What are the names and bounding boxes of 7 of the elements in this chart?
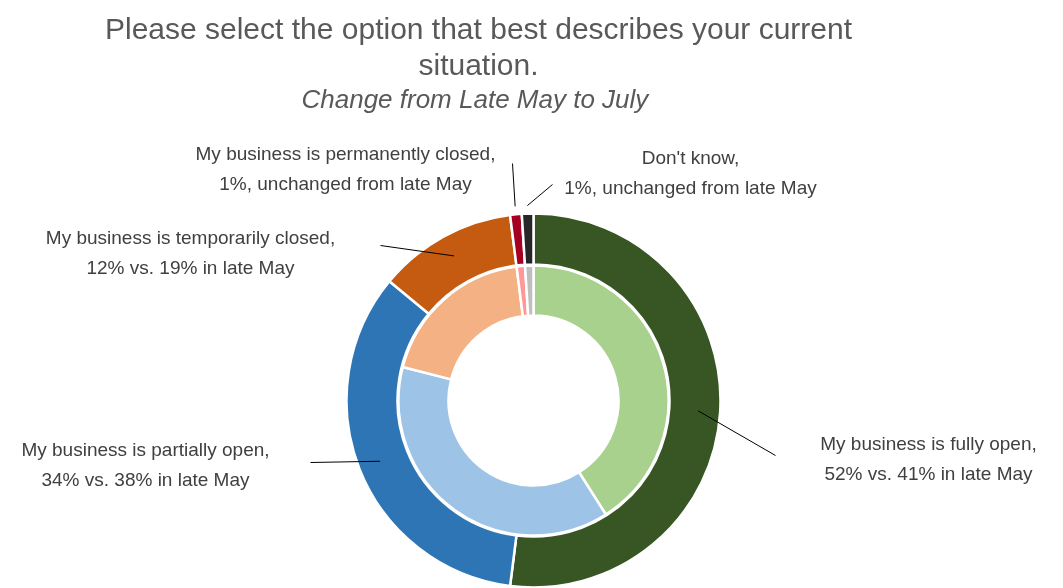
chart-title: Please select the option that best describes your current situation. <box>104 12 853 81</box>
slice-label: My business is fully open, 52% vs. 41% in late May <box>820 432 1037 485</box>
slice-label: My business is partially open, 34% vs. 38% in late May <box>21 438 270 491</box>
chart-subtitle: Change from Late May to July <box>301 83 651 114</box>
slice-label: My business is permanently closed, 1%, unchanged from late May <box>195 142 496 195</box>
slice-label: Don't know, 1%, unchanged from late May <box>564 146 818 199</box>
slice-label: My business is temporarily closed, 12% vs. 19% in late May <box>45 226 336 279</box>
